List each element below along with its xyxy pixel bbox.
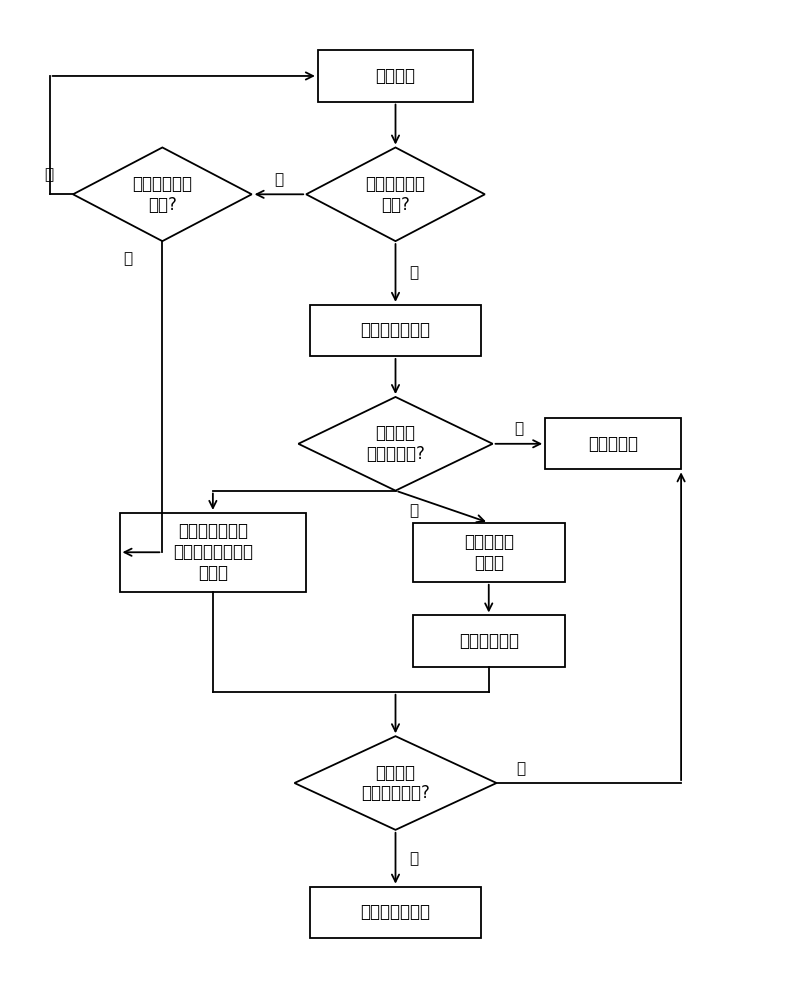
FancyBboxPatch shape [413,523,565,582]
Text: 执行原方案: 执行原方案 [588,435,638,453]
Text: 否: 否 [514,421,524,436]
Text: 是否绿灯启亮
时刻?: 是否绿灯启亮 时刻? [365,175,426,214]
Text: 行人间隔阈值: 行人间隔阈值 [459,632,519,650]
Text: 变更信号灯状态: 变更信号灯状态 [361,903,430,921]
FancyBboxPatch shape [413,615,565,667]
Polygon shape [306,147,485,241]
Polygon shape [298,397,493,491]
Text: 是否大于
行人间隔阈值?: 是否大于 行人间隔阈值? [361,764,430,802]
Text: 是: 是 [123,251,132,266]
Text: 是否处于绿灯
期间?: 是否处于绿灯 期间? [132,175,192,214]
FancyBboxPatch shape [318,50,473,102]
FancyBboxPatch shape [119,513,306,592]
Polygon shape [73,147,252,241]
Polygon shape [294,736,497,830]
Text: 是否排队
及排队等级?: 是否排队 及排队等级? [366,424,425,463]
Text: 否: 否 [44,167,54,182]
FancyBboxPatch shape [310,305,481,356]
Text: 检测单行人进入
时间；相邻行人实
时间隔: 检测单行人进入 时间；相邻行人实 时间隔 [173,522,253,582]
Text: 是: 是 [410,503,418,518]
FancyBboxPatch shape [545,418,681,469]
Text: 相位检测: 相位检测 [376,67,415,85]
Text: 否: 否 [516,761,525,776]
Text: 是: 是 [410,851,418,866]
FancyBboxPatch shape [310,887,481,938]
Text: 右转车通行
权比重: 右转车通行 权比重 [464,533,513,572]
Text: 右转车排队检测: 右转车排队检测 [361,321,430,339]
Text: 否: 否 [274,172,283,187]
Text: 是: 是 [410,265,418,280]
